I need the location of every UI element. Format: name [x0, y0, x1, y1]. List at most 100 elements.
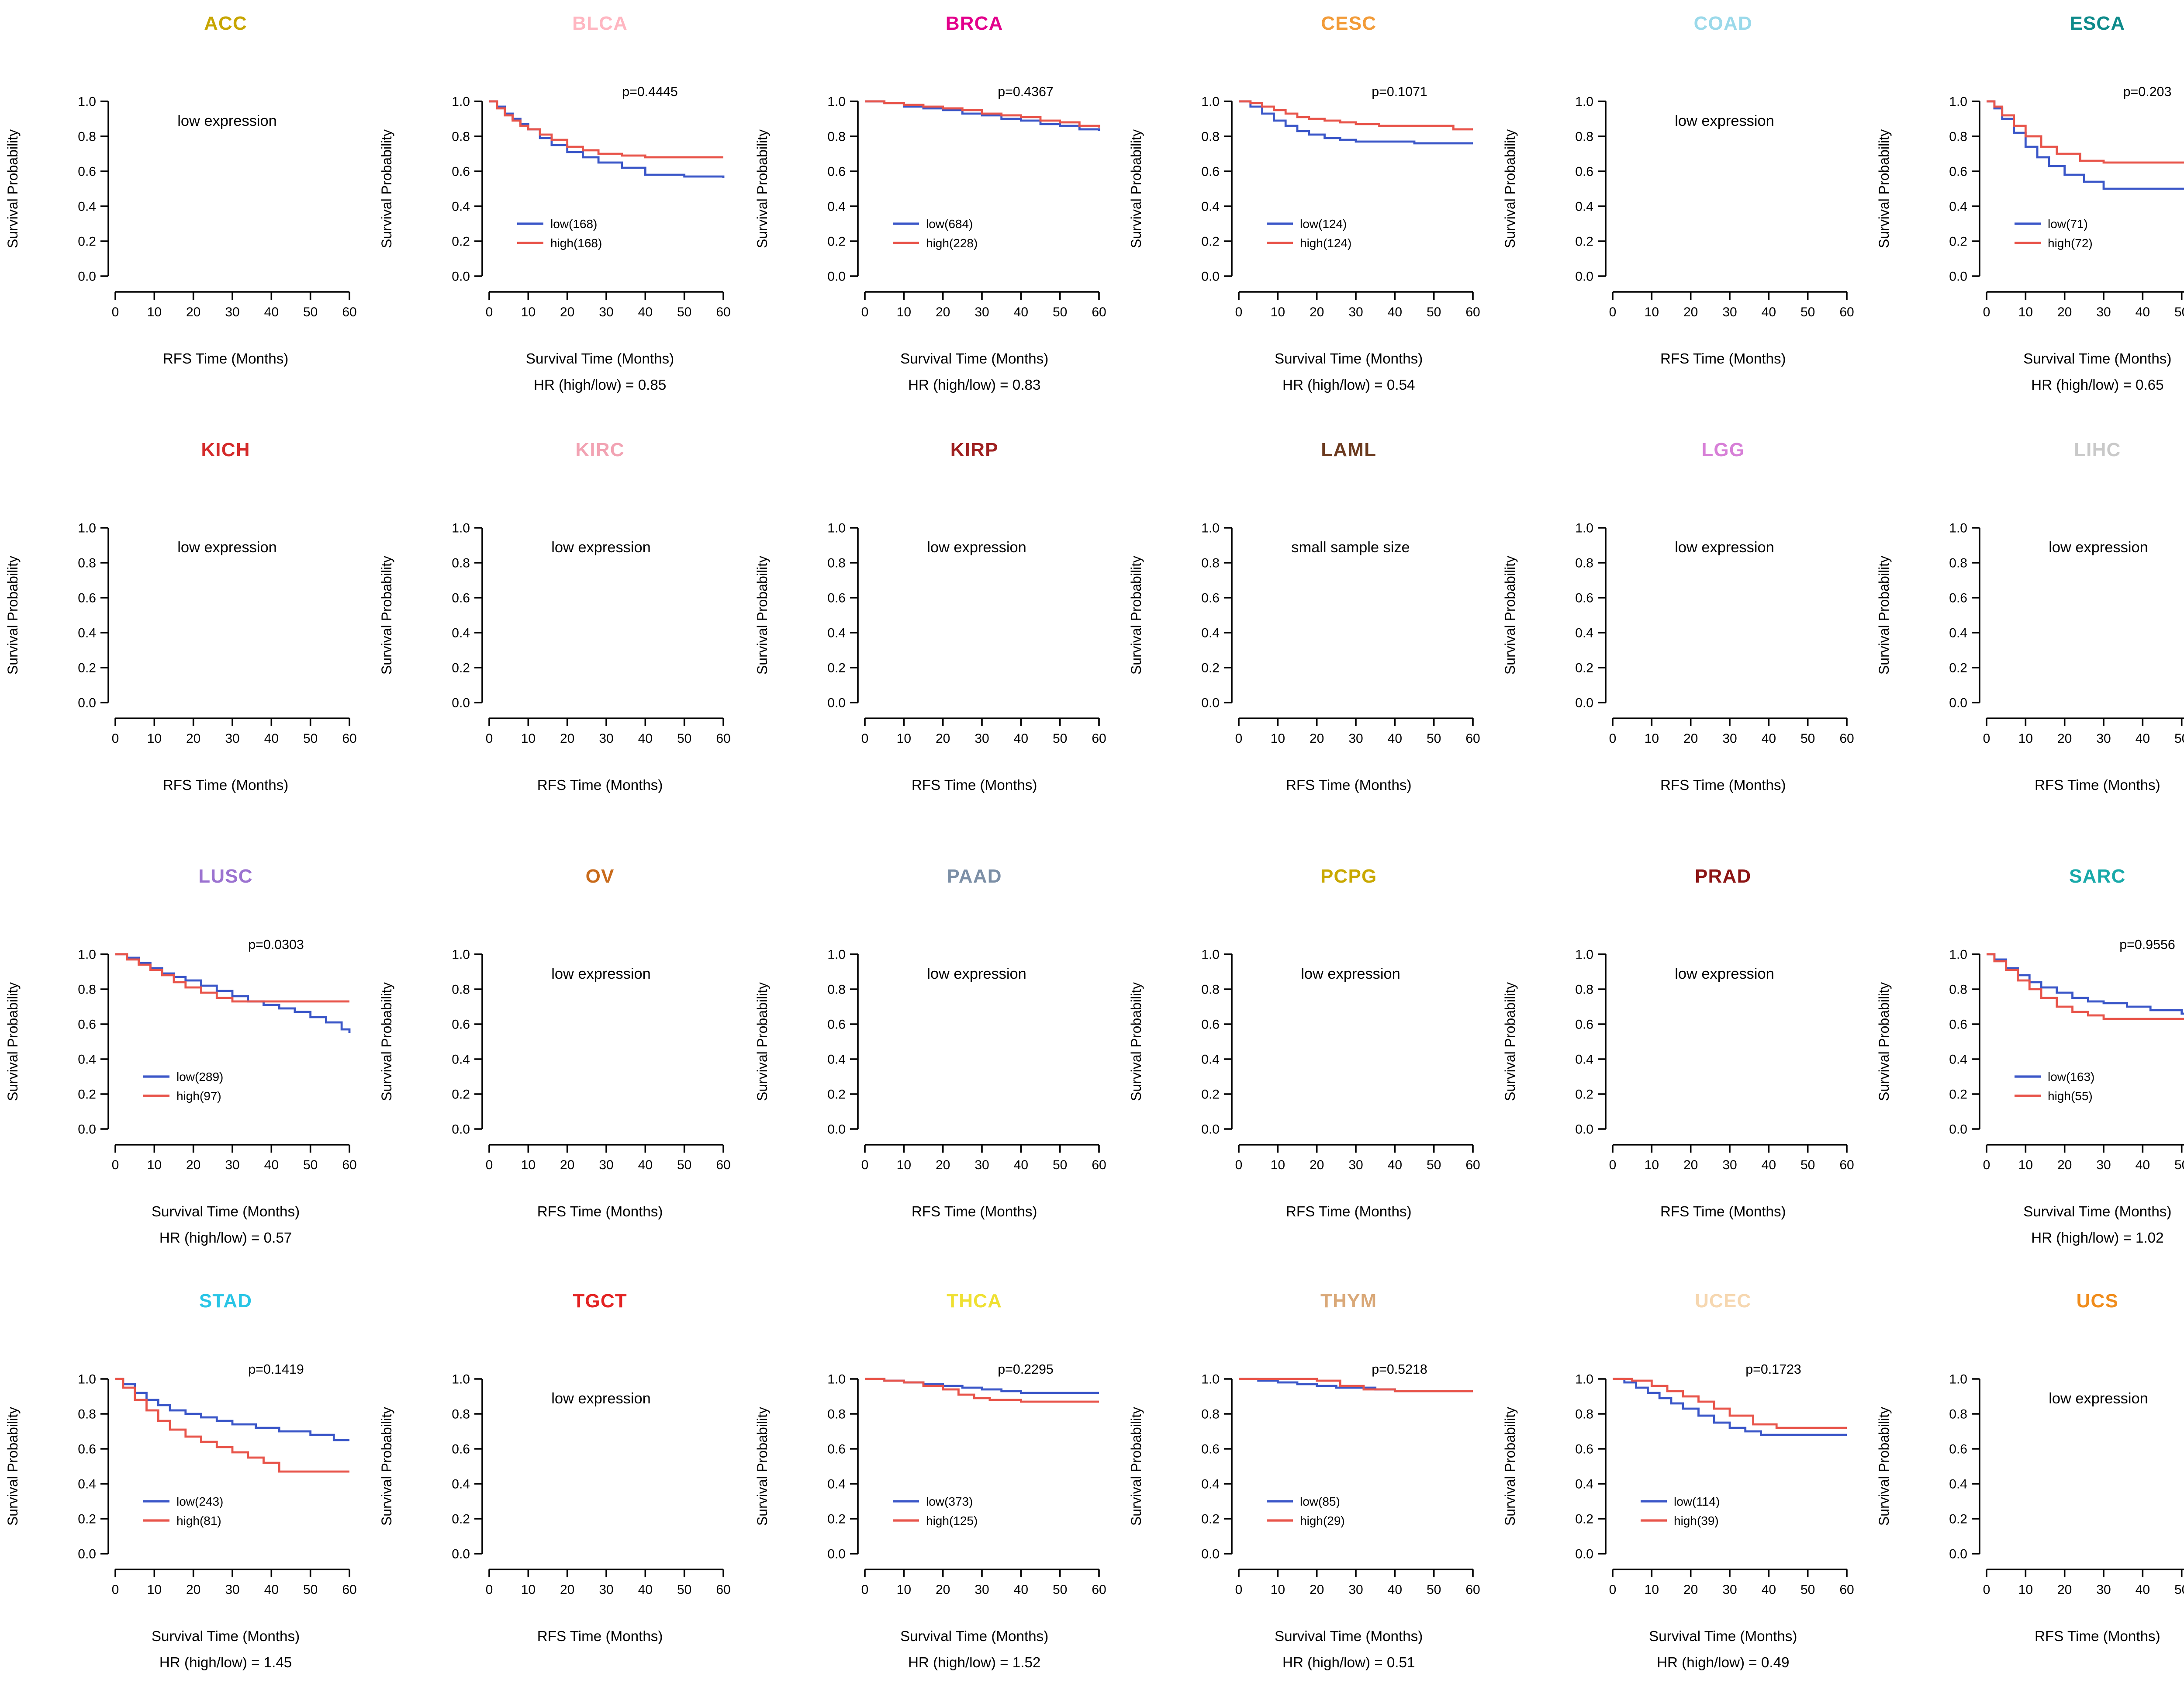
x-tick-label: 10 — [1645, 305, 1659, 319]
y-tick-label: 0.4 — [1201, 1051, 1219, 1066]
km-plot: 1.00.80.60.40.20.00102030405060Survival … — [1876, 936, 2184, 1171]
survival-panel: LUSC 1.0 0.8 0.6 0.4 0.2 0.0 0 10 20 30 40 50 60 Surv… — [0, 852, 374, 1278]
panel-message: low expression — [2049, 1391, 2149, 1407]
x-axis-title: RFS Time (Months) — [911, 776, 1037, 793]
x-tick-label: 30 — [599, 1157, 614, 1171]
y-tick-label: 0.6 — [1576, 1016, 1594, 1031]
km-plot: 1.00.80.60.40.20.00102030405060Survival … — [1876, 84, 2184, 319]
legend-label-high: high(72) — [2048, 236, 2093, 250]
x-tick-label: 50 — [1426, 1583, 1441, 1597]
x-axis-title: Survival Time (Months) — [151, 1628, 300, 1645]
y-tick-label: 0.0 — [1950, 1547, 1968, 1562]
y-tick-label: 0.0 — [1576, 269, 1594, 284]
x-tick-label: 50 — [1052, 731, 1066, 745]
hr-label: HR (high/low) = 0.51 — [1282, 1654, 1415, 1671]
y-tick-label: 0.6 — [1201, 590, 1219, 605]
y-axis-title: Survival Probability — [379, 981, 395, 1100]
y-tick-label: 0.6 — [1201, 1442, 1219, 1457]
axes: 1.0 0.8 0.6 0.4 0.2 0.0 0 10 20 30 40 50 60 — [826, 946, 1105, 1171]
km-curve-low — [1987, 952, 2184, 1014]
x-tick-label: 10 — [2019, 1157, 2033, 1171]
y-tick-label: 1.0 — [1576, 946, 1594, 961]
legend-label-low: low(124) — [1299, 217, 1346, 231]
x-tick-label: 40 — [264, 731, 279, 745]
y-tick-label: 0.2 — [1950, 1086, 1968, 1101]
y-tick-label: 0.0 — [1950, 695, 1968, 710]
km-curve-high — [864, 100, 1099, 128]
p-value-label: p=0.9556 — [2120, 936, 2176, 951]
y-tick-label: 0.6 — [452, 1442, 470, 1457]
p-value-label: p=0.4445 — [622, 84, 678, 99]
x-tick-label: 60 — [1465, 731, 1480, 745]
x-tick-label: 40 — [639, 731, 653, 745]
y-tick-label: 0.8 — [452, 129, 470, 144]
x-tick-label: 40 — [1762, 731, 1776, 745]
x-tick-label: 20 — [935, 1157, 949, 1171]
km-curve-high — [1987, 952, 2184, 1019]
y-axis-title: Survival Probability — [5, 981, 21, 1100]
y-tick-label: 0.2 — [452, 1512, 470, 1527]
x-tick-label: 10 — [896, 305, 910, 319]
y-axis-title: Survival Probability — [753, 981, 769, 1100]
x-tick-label: 0 — [486, 305, 494, 319]
y-tick-label: 0.8 — [1950, 129, 1968, 144]
survival-panel: PAAD 1.0 0.8 0.6 0.4 0.2 0.0 0 10 20 30 40 50 60 Surv… — [749, 852, 1123, 1278]
x-tick-label: 50 — [1800, 305, 1815, 319]
legend: low(124) high(124) — [1266, 217, 1351, 250]
panel-message: low expression — [177, 539, 276, 555]
y-tick-label: 0.2 — [1201, 234, 1219, 249]
x-tick-label: 40 — [1762, 1157, 1776, 1171]
y-tick-label: 0.6 — [1576, 1442, 1594, 1457]
y-tick-label: 0.8 — [826, 555, 845, 570]
km-curve-low — [1613, 1378, 1847, 1437]
x-tick-label: 50 — [1052, 1583, 1066, 1597]
y-tick-label: 0.0 — [1950, 269, 1968, 284]
survival-panel: BLCA 1.0 0.8 0.6 0.4 0.2 0.0 0 10 20 30 40 50 60 Surv… — [374, 0, 749, 426]
y-tick-label: 0.0 — [1201, 695, 1219, 710]
x-tick-label: 40 — [1387, 731, 1402, 745]
axes: 1.0 0.8 0.6 0.4 0.2 0.0 0 10 20 30 40 50 60 — [78, 520, 356, 745]
x-axis-title: RFS Time (Months) — [162, 776, 289, 793]
y-axis-title: Survival Probability — [5, 555, 21, 674]
x-tick-label: 0 — [860, 1157, 868, 1171]
x-tick-label: 20 — [1683, 305, 1698, 319]
x-tick-label: 30 — [1723, 1157, 1737, 1171]
p-value-label: p=0.5218 — [1371, 1362, 1427, 1377]
x-tick-label: 60 — [342, 1157, 356, 1171]
x-tick-label: 10 — [1270, 1157, 1285, 1171]
y-axis-title: Survival Probability — [1502, 129, 1518, 248]
axes: 1.0 0.8 0.6 0.4 0.2 0.0 0 10 20 30 40 50 60 — [452, 520, 731, 745]
x-tick-label: 0 — [1609, 1157, 1617, 1171]
x-tick-label: 10 — [2019, 305, 2033, 319]
legend: low(289) high(97) — [143, 1069, 223, 1102]
y-tick-label: 0.8 — [1950, 1407, 1968, 1422]
x-tick-label: 60 — [1840, 731, 1854, 745]
y-tick-label: 1.0 — [452, 1372, 470, 1387]
x-tick-label: 0 — [112, 731, 119, 745]
hr-label: HR (high/low) = 1.45 — [159, 1654, 292, 1671]
hr-label: HR (high/low) = 0.49 — [1657, 1654, 1790, 1671]
x-tick-label: 30 — [2097, 731, 2111, 745]
hr-label: HR (high/low) = 0.54 — [1282, 376, 1415, 393]
survival-panel: OV 1.0 0.8 0.6 0.4 0.2 0.0 0 10 20 30 40 50 60 Surviv… — [374, 852, 749, 1278]
x-tick-label: 40 — [264, 1583, 279, 1597]
km-curve-low — [1238, 100, 1473, 145]
y-tick-label: 1.0 — [1201, 520, 1219, 535]
y-tick-label: 1.0 — [826, 520, 845, 535]
y-tick-label: 0.6 — [452, 590, 470, 605]
y-tick-label: 0.2 — [826, 660, 845, 675]
y-tick-label: 0.0 — [826, 1121, 845, 1136]
x-tick-label: 10 — [147, 731, 162, 745]
panel-title: LGG — [1701, 440, 1745, 461]
y-tick-label: 0.8 — [78, 981, 96, 996]
legend: low(163) high(55) — [2015, 1069, 2095, 1102]
y-tick-label: 0.4 — [1576, 199, 1594, 214]
x-tick-label: 60 — [1465, 1157, 1480, 1171]
panel-message: low expression — [1675, 539, 1774, 555]
x-axis-title: RFS Time (Months) — [537, 1202, 663, 1219]
survival-panel: KICH 1.0 0.8 0.6 0.4 0.2 0.0 0 10 20 30 40 50 60 Surv… — [0, 426, 374, 852]
panel-message: low expression — [926, 965, 1025, 981]
x-tick-label: 10 — [147, 1157, 162, 1171]
